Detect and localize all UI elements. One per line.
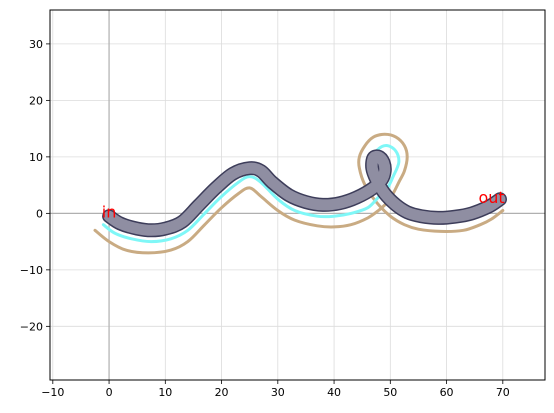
annotation-in: in [102,202,117,221]
series-group [93,132,507,255]
series-1 [93,132,505,255]
series-3 [102,149,507,238]
x-tick-label: 50 [383,386,397,399]
annotation-out: out [478,188,504,207]
grid [50,10,545,380]
x-tick-label: 10 [158,386,172,399]
series-line [93,132,505,255]
y-tick-label: 30 [29,38,43,51]
x-tick-label: 20 [215,386,229,399]
x-tick-label: 0 [106,386,113,399]
plot-frame [49,9,546,381]
y-tick-label: 0 [36,207,43,220]
x-tick-label: 40 [327,386,341,399]
series-ribbon-fill [103,150,506,236]
y-tick-label: 10 [29,151,43,164]
x-tick-label: 60 [440,386,454,399]
x-tick-label: −10 [41,386,64,399]
x-tick-label: 30 [271,386,285,399]
y-tick-label: 20 [29,94,43,107]
axis-ticks: −10 0 10 20 30 40 50 60 70 −20 −10 0 10 20 30 [20,38,510,399]
y-tick-label: −20 [20,320,43,333]
y-tick-label: −10 [20,264,43,277]
annotations: in out [102,188,505,221]
x-tick-label: 70 [496,386,510,399]
